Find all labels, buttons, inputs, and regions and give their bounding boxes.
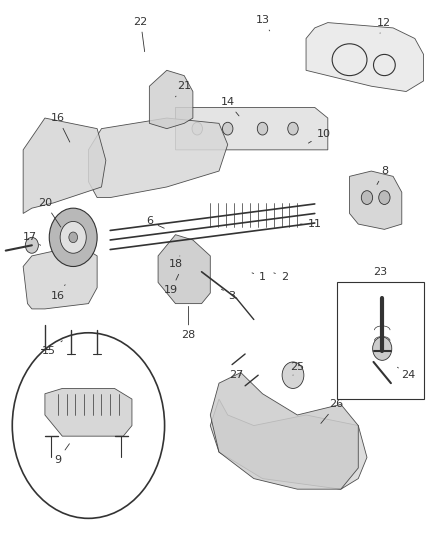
Text: 14: 14 [221, 97, 239, 116]
Text: 22: 22 [134, 17, 148, 52]
Text: 18: 18 [169, 256, 183, 269]
Text: 2: 2 [274, 272, 288, 282]
Circle shape [361, 191, 373, 205]
Polygon shape [210, 373, 358, 489]
Circle shape [257, 122, 268, 135]
Circle shape [192, 122, 202, 135]
Text: 15: 15 [42, 341, 62, 357]
Circle shape [373, 337, 392, 360]
Text: 10: 10 [308, 129, 330, 143]
Text: 17: 17 [23, 232, 41, 245]
Polygon shape [158, 235, 210, 304]
Polygon shape [23, 245, 97, 309]
Polygon shape [45, 389, 132, 436]
Text: 20: 20 [38, 198, 61, 227]
Text: 8: 8 [377, 166, 388, 184]
Text: 21: 21 [176, 81, 191, 97]
Text: 19: 19 [164, 274, 179, 295]
FancyBboxPatch shape [336, 282, 424, 399]
Text: 9: 9 [54, 444, 70, 465]
Text: 11: 11 [300, 219, 322, 229]
Text: 23: 23 [373, 267, 387, 282]
Polygon shape [350, 171, 402, 229]
Polygon shape [149, 70, 193, 128]
Circle shape [12, 333, 165, 519]
Circle shape [25, 237, 39, 253]
Polygon shape [23, 118, 106, 214]
Text: 6: 6 [146, 216, 164, 228]
Text: 13: 13 [255, 15, 270, 31]
Text: 28: 28 [181, 306, 196, 341]
Text: 12: 12 [377, 18, 392, 33]
Polygon shape [88, 118, 228, 198]
Text: 16: 16 [51, 285, 65, 301]
Circle shape [282, 362, 304, 389]
Text: 26: 26 [321, 399, 343, 423]
Circle shape [379, 191, 390, 205]
Text: 16: 16 [51, 113, 70, 142]
Text: 25: 25 [290, 362, 304, 375]
Text: 27: 27 [229, 370, 244, 380]
Text: 1: 1 [252, 272, 266, 282]
Text: 3: 3 [221, 289, 236, 301]
Text: 24: 24 [397, 367, 416, 380]
Polygon shape [210, 399, 367, 489]
Circle shape [69, 232, 78, 243]
Polygon shape [306, 22, 424, 92]
Circle shape [49, 208, 97, 266]
Circle shape [223, 122, 233, 135]
Circle shape [288, 122, 298, 135]
Circle shape [60, 221, 86, 253]
Polygon shape [176, 108, 328, 150]
